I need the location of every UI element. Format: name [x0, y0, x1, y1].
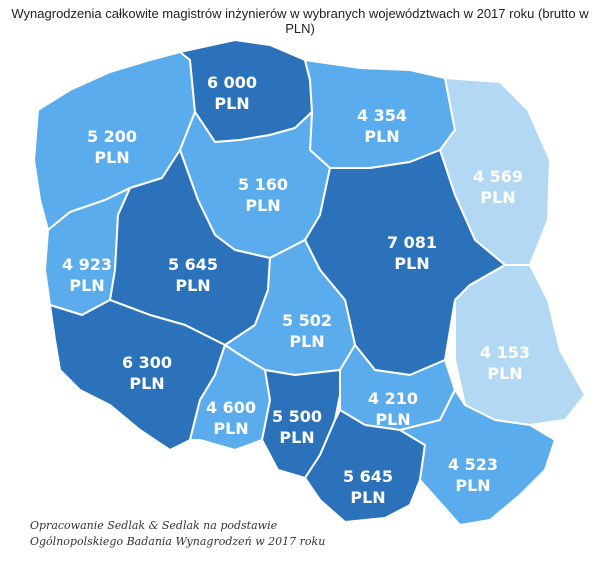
region-unit-mazowieckie: PLN — [394, 254, 429, 273]
region-unit-swietokrzyskie: PLN — [375, 410, 410, 429]
source-note: Opracowanie Sedlak & Sedlak na podstawie… — [30, 518, 325, 550]
region-value-kujawsko-pomorskie: 5 160 — [238, 175, 288, 194]
region-opolskie[interactable] — [189, 344, 271, 451]
region-unit-lubuskie: PLN — [69, 276, 104, 295]
region-unit-wielkopolskie: PLN — [175, 276, 210, 295]
region-unit-dolnoslaskie: PLN — [129, 374, 164, 393]
region-unit-zachodniopomorskie: PLN — [94, 148, 129, 167]
map-title: Wynagrodzenia całkowite magistrów inżyni… — [11, 6, 589, 36]
region-value-lodzkie: 5 502 — [282, 311, 332, 330]
region-value-lubelskie: 4 153 — [480, 343, 530, 362]
region-unit-malopolskie: PLN — [350, 488, 385, 507]
region-unit-slaskie: PLN — [279, 428, 314, 447]
region-value-wielkopolskie: 5 645 — [168, 255, 218, 274]
region-unit-warminsko-mazurskie: PLN — [364, 127, 399, 146]
source-line-1: Opracowanie Sedlak & Sedlak na podstawie — [30, 519, 278, 532]
region-unit-opolskie: PLN — [213, 419, 248, 438]
region-value-malopolskie: 5 645 — [343, 467, 393, 486]
region-value-lubuskie: 4 923 — [62, 255, 112, 274]
region-unit-lubelskie: PLN — [487, 364, 522, 383]
region-value-pomorskie: 6 000 — [207, 73, 257, 92]
region-value-zachodniopomorskie: 5 200 — [87, 127, 137, 146]
region-value-mazowieckie: 7 081 — [387, 233, 437, 252]
region-value-dolnoslaskie: 6 300 — [122, 353, 172, 372]
region-value-podlaskie: 4 569 — [473, 167, 523, 186]
region-value-warminsko-mazurskie: 4 354 — [357, 106, 407, 125]
region-value-podkarpackie: 4 523 — [448, 455, 498, 474]
region-unit-kujawsko-pomorskie: PLN — [245, 196, 280, 215]
region-podkarpackie[interactable] — [399, 389, 556, 526]
region-value-opolskie: 4 600 — [206, 398, 256, 417]
region-value-slaskie: 5 500 — [272, 407, 322, 426]
source-line-2: Ogólnopolskiego Badania Wynagrodzeń w 20… — [30, 535, 326, 548]
region-unit-podlaskie: PLN — [480, 188, 515, 207]
region-unit-pomorskie: PLN — [214, 94, 249, 113]
region-unit-podkarpackie: PLN — [455, 476, 490, 495]
region-unit-lodzkie: PLN — [289, 332, 324, 351]
value-labels: 6 000 PLN 5 200 PLN 4 354 PLN 4 569 PLN 5 160 PLN… — [62, 73, 530, 507]
region-value-swietokrzyskie: 4 210 — [368, 389, 418, 408]
